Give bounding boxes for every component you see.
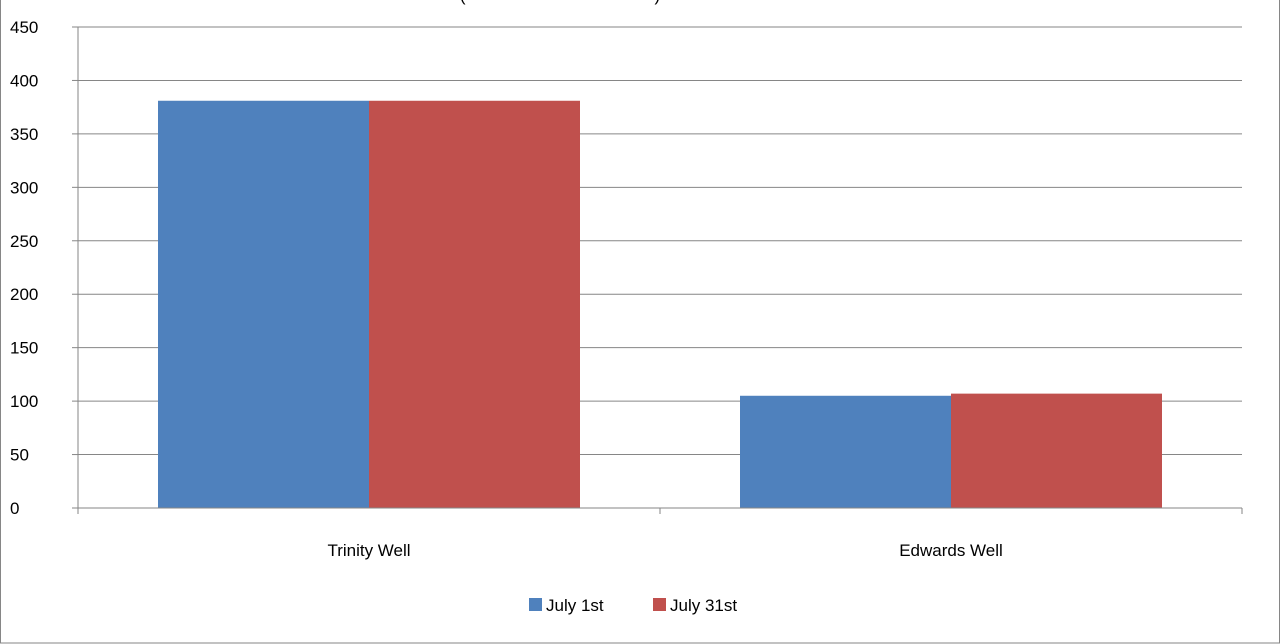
axes: 0 50 100 150 200 250 300 350 400 450 Trinity Well E… [10,18,1243,560]
y-tick-label: 250 [10,232,38,251]
bar-july-31st-trinity-well [369,100,580,509]
y-tick-label: 200 [10,285,38,304]
y-tick-label: 400 [10,71,38,90]
y-tick-label: 50 [10,446,29,465]
legend-label: July 1st [546,596,604,615]
legend-swatch [653,598,666,611]
x-category-label: Trinity Well [327,541,410,560]
y-tick-label: 300 [10,178,38,197]
y-tick-label: 0 [10,499,19,518]
x-category-label: Edwards Well [899,541,1003,560]
chart-title-fragment: ( ) [460,0,660,5]
y-tick-label: 150 [10,339,38,358]
bar-july-31st-edwards-well [951,393,1162,508]
y-tick-label: 350 [10,125,38,144]
bar-july-1st-trinity-well [158,100,369,509]
bars [158,100,1162,509]
legend-swatch [529,598,542,611]
y-tick-label: 100 [10,392,38,411]
legend: July 1st July 31st [529,596,737,615]
bar-july-1st-edwards-well [740,395,951,508]
legend-label: July 31st [670,596,737,615]
y-tick-label: 450 [10,18,38,37]
